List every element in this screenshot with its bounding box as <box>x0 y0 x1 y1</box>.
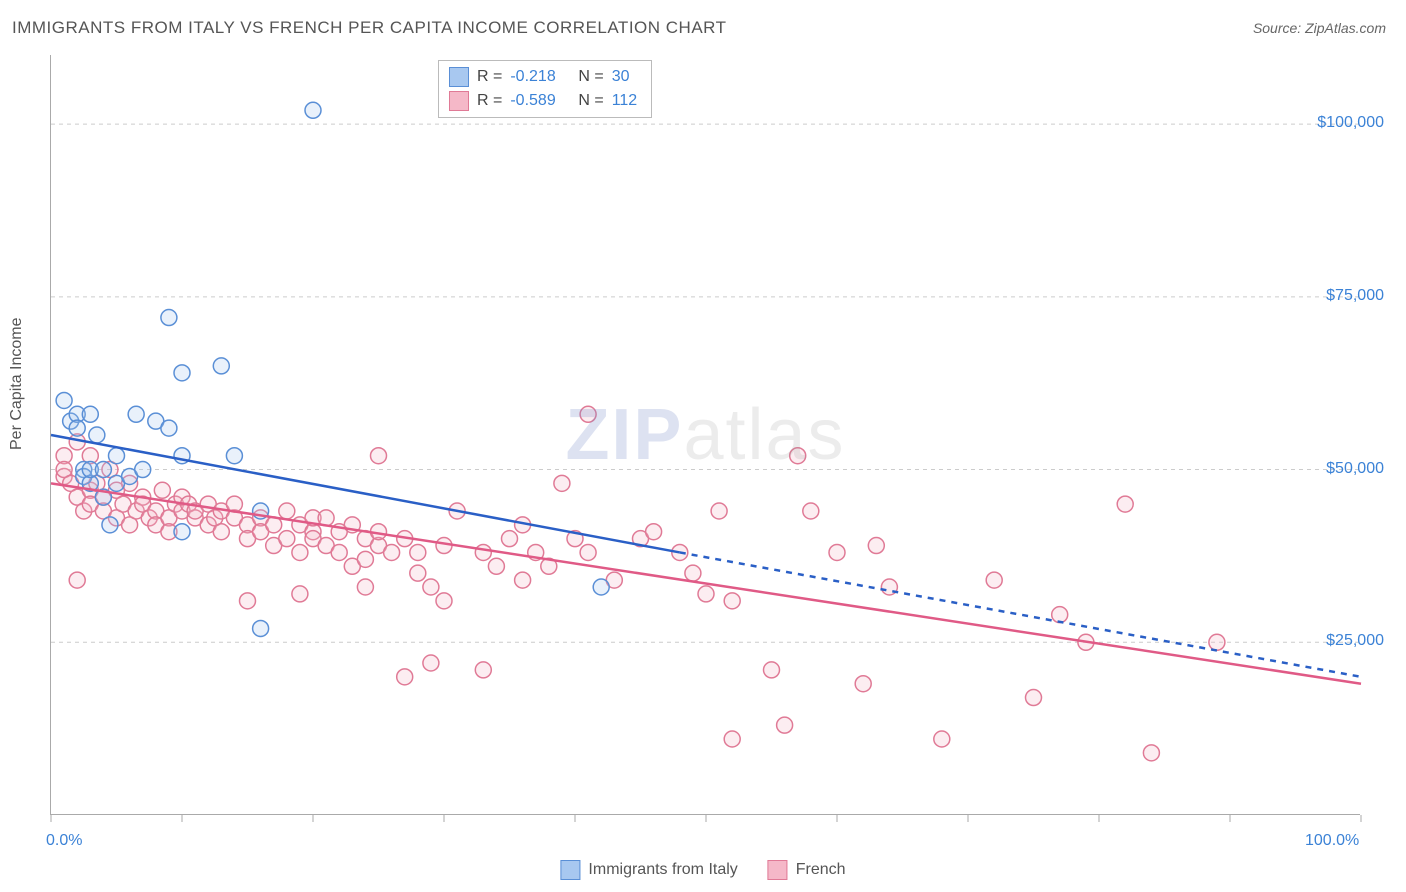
chart-title: IMMIGRANTS FROM ITALY VS FRENCH PER CAPI… <box>12 18 727 38</box>
x-tick-label: 0.0% <box>46 832 82 850</box>
legend-n-label: N = <box>578 68 603 86</box>
y-tick-label: $25,000 <box>1326 632 1384 650</box>
stats-legend-row: R = -0.218 N = 30 <box>449 65 637 89</box>
y-tick-label: $75,000 <box>1326 287 1384 305</box>
chart-container: IMMIGRANTS FROM ITALY VS FRENCH PER CAPI… <box>0 0 1406 892</box>
legend-swatch <box>449 67 469 87</box>
legend-r-label: R = <box>477 68 502 86</box>
legend-item: French <box>768 860 846 880</box>
legend-n-label: N = <box>578 92 603 110</box>
legend-swatch <box>449 91 469 111</box>
legend-r-value: -0.218 <box>510 68 570 86</box>
bottom-legend: Immigrants from Italy French <box>560 860 845 880</box>
stats-legend: R = -0.218 N = 30 R = -0.589 N = 112 <box>438 60 652 118</box>
legend-series-name: French <box>796 861 846 879</box>
y-axis-label: Per Capita Income <box>8 317 26 450</box>
legend-swatch <box>560 860 580 880</box>
y-tick-label: $100,000 <box>1317 114 1384 132</box>
legend-n-value: 112 <box>612 92 638 110</box>
legend-item: Immigrants from Italy <box>560 860 737 880</box>
x-tick-label: 100.0% <box>1305 832 1359 850</box>
stats-legend-row: R = -0.589 N = 112 <box>449 89 637 113</box>
source-label: Source: ZipAtlas.com <box>1253 20 1386 36</box>
y-tick-label: $50,000 <box>1326 460 1384 478</box>
plot-area: ZIPatlas <box>50 55 1360 815</box>
legend-r-label: R = <box>477 92 502 110</box>
legend-series-name: Immigrants from Italy <box>588 861 737 879</box>
legend-r-value: -0.589 <box>510 92 570 110</box>
scatter-plot-svg <box>51 55 1360 814</box>
legend-n-value: 30 <box>612 68 630 86</box>
legend-swatch <box>768 860 788 880</box>
